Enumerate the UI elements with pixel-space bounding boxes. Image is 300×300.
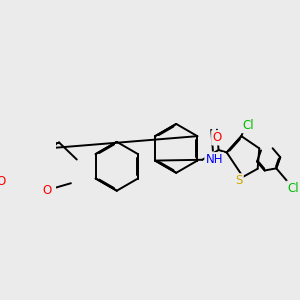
Text: O: O	[0, 175, 5, 188]
Text: O: O	[43, 184, 52, 196]
Text: NH: NH	[206, 153, 223, 166]
Text: Cl: Cl	[287, 182, 299, 195]
Text: O: O	[212, 131, 222, 144]
Text: Cl: Cl	[242, 119, 254, 132]
Text: S: S	[235, 174, 243, 188]
